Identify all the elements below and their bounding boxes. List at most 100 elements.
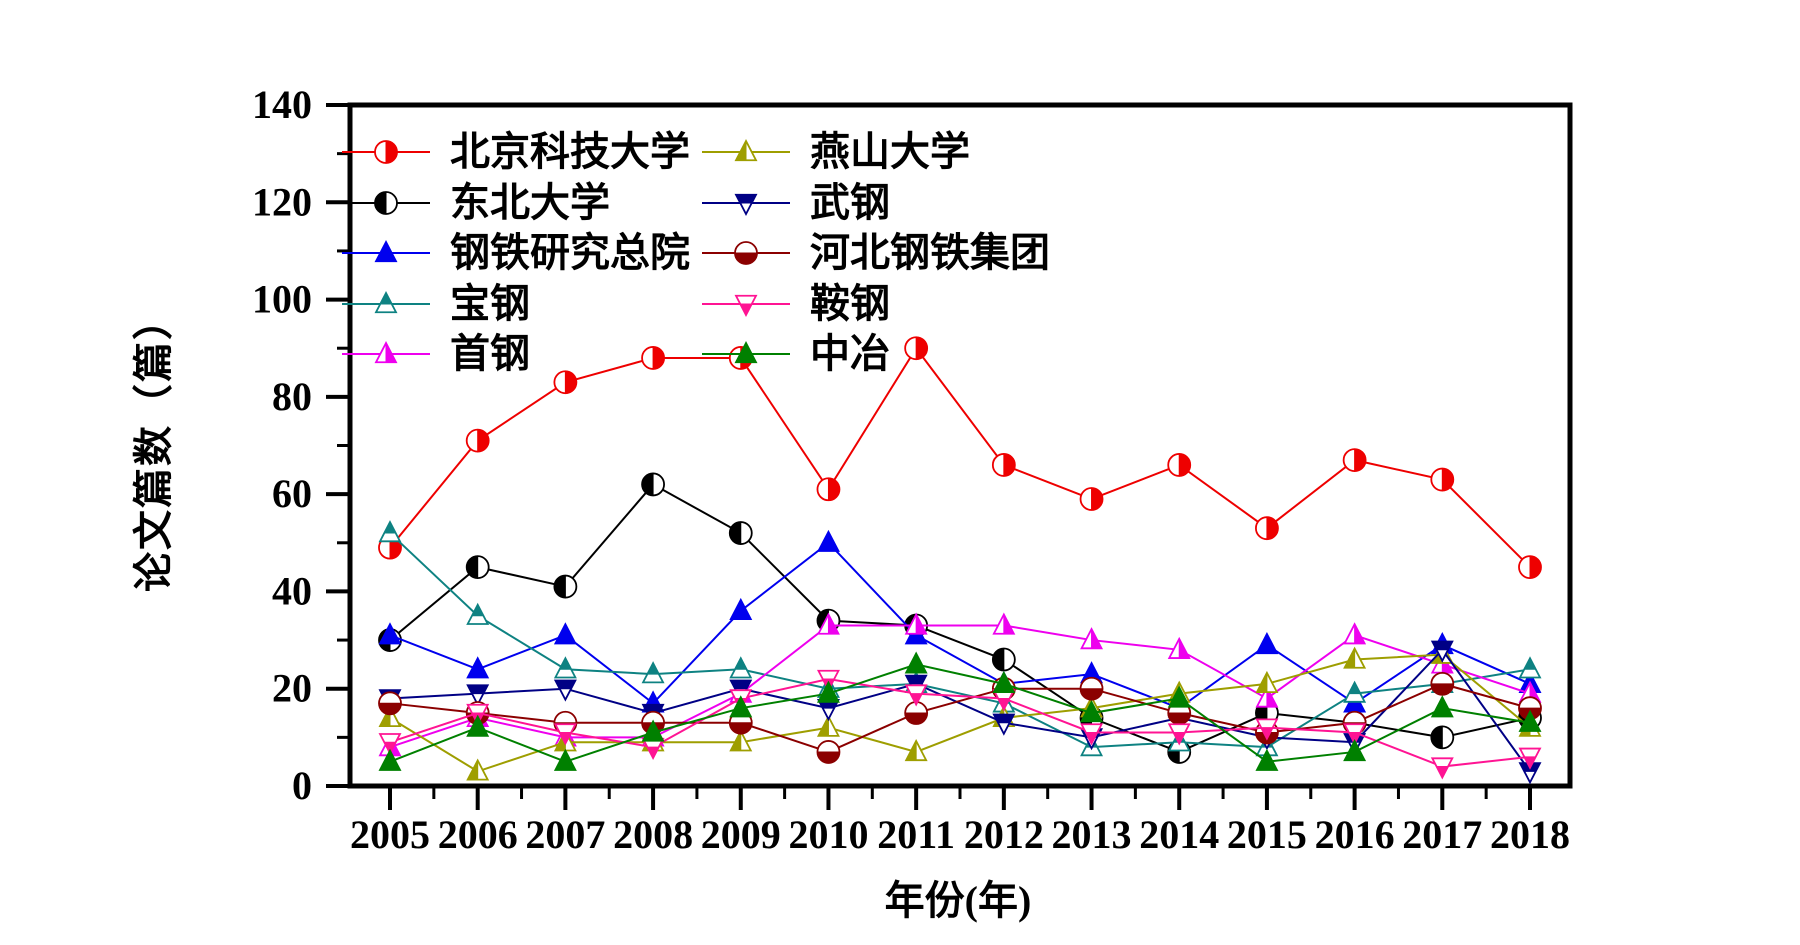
data-point-marker (466, 714, 490, 737)
plot-frame (347, 102, 1573, 789)
data-point-marker (378, 748, 402, 771)
series-line (389, 532, 1531, 749)
x-tick-label: 2014 (1139, 812, 1219, 857)
data-point-marker (991, 453, 1016, 477)
data-point-marker (1430, 695, 1454, 718)
data-point-marker (904, 651, 928, 674)
x-tick-label: 2007 (525, 812, 605, 857)
series-line (389, 682, 1531, 754)
data-point-marker (466, 703, 490, 726)
data-point-marker (1342, 448, 1367, 472)
data-point-marker (641, 719, 665, 742)
data-point-marker (465, 428, 490, 453)
data-point-marker (1430, 671, 1455, 696)
data-point-marker (553, 656, 577, 679)
data-point-marker (991, 647, 1016, 672)
data-point-marker (992, 713, 1016, 736)
data-point-marker (553, 574, 578, 599)
data-point-marker (553, 723, 577, 746)
data-point-marker (1167, 636, 1191, 659)
data-point-marker (728, 521, 753, 545)
data-point-marker (1255, 748, 1279, 771)
x-tick-label: 2009 (701, 812, 781, 857)
data-point-marker (1343, 723, 1367, 746)
y-axis: 0 20 40 60 80 100 120 140 (252, 82, 350, 808)
data-point-marker (1167, 723, 1191, 746)
data-point-marker (816, 477, 841, 502)
data-point-marker (641, 472, 665, 497)
data-point-marker (465, 555, 490, 580)
y-tick-label: 0 (292, 763, 312, 808)
series-line (389, 648, 1531, 772)
data-point-marker (1518, 656, 1542, 679)
data-point-marker (728, 346, 753, 370)
y-tick-label: 20 (272, 666, 312, 711)
y-tick-label: 100 (252, 277, 312, 322)
x-tick-label: 2017 (1402, 812, 1482, 857)
y-tick-label: 140 (252, 82, 312, 127)
data-point-marker (466, 758, 490, 781)
data-point-marker (1430, 725, 1455, 750)
y-tick-label: 40 (272, 568, 312, 613)
x-tick-label: 2016 (1315, 812, 1395, 857)
data-point-marker (904, 336, 929, 361)
data-point-marker (378, 520, 402, 543)
series-东北大学 (378, 472, 1542, 764)
data-point-marker (641, 661, 665, 684)
data-point-marker (1518, 747, 1542, 770)
x-axis: 2005 2006 2007 2008 2009 2010 2011 2012 2013 2014… (350, 786, 1570, 857)
data-point-marker (378, 733, 402, 756)
x-tick-label: 2011 (877, 812, 955, 857)
data-point-marker (904, 684, 928, 707)
data-point-marker (729, 729, 753, 752)
y-axis-title: 论文篇数（篇） (131, 298, 176, 592)
data-point-marker (1080, 627, 1104, 650)
x-tick-label: 2013 (1052, 812, 1132, 857)
data-point-marker (553, 622, 577, 645)
series-line (389, 346, 1531, 568)
data-point-marker (992, 612, 1016, 635)
series-中冶 (378, 651, 1542, 771)
data-point-marker (816, 680, 840, 703)
x-tick-label: 2015 (1227, 812, 1307, 857)
data-point-marker (729, 695, 753, 718)
series-line (389, 483, 1531, 754)
data-point-marker (641, 346, 665, 370)
series-line (389, 677, 1531, 768)
data-point-marker (1167, 453, 1192, 477)
data-point-marker (553, 748, 577, 771)
data-point-marker (466, 602, 490, 625)
data-point-marker (816, 714, 840, 737)
data-point-marker (466, 656, 490, 679)
data-point-marker (1255, 631, 1279, 655)
series-燕山大学 (378, 641, 1542, 781)
data-point-marker (1167, 685, 1191, 708)
data-point-marker (1343, 622, 1367, 645)
data-point-marker (729, 656, 753, 679)
y-tick-label: 120 (252, 179, 312, 224)
data-point-marker (1518, 555, 1542, 580)
data-point-marker (992, 670, 1016, 693)
data-point-marker (904, 612, 928, 635)
series-钢铁研究总院 (378, 529, 1542, 718)
y-tick-label: 60 (272, 471, 312, 516)
data-point-marker (1343, 680, 1367, 703)
x-axis-title: 年份(年) (884, 878, 1032, 923)
data-point-marker (378, 691, 402, 716)
series-北京科技大学 (378, 336, 1542, 580)
x-tick-label: 2005 (350, 812, 430, 857)
x-tick-label: 2008 (613, 812, 693, 857)
data-point-marker (816, 699, 840, 722)
data-point-marker (816, 529, 840, 552)
data-point-marker (1079, 676, 1104, 701)
data-point-marker (1343, 738, 1367, 762)
x-tick-label: 2006 (438, 812, 518, 857)
x-tick-label: 2018 (1490, 812, 1570, 857)
data-point-marker (466, 684, 490, 707)
data-point-marker (729, 597, 753, 621)
series-line (389, 663, 1531, 763)
data-point-marker (816, 740, 841, 764)
data-point-marker (1518, 709, 1542, 732)
